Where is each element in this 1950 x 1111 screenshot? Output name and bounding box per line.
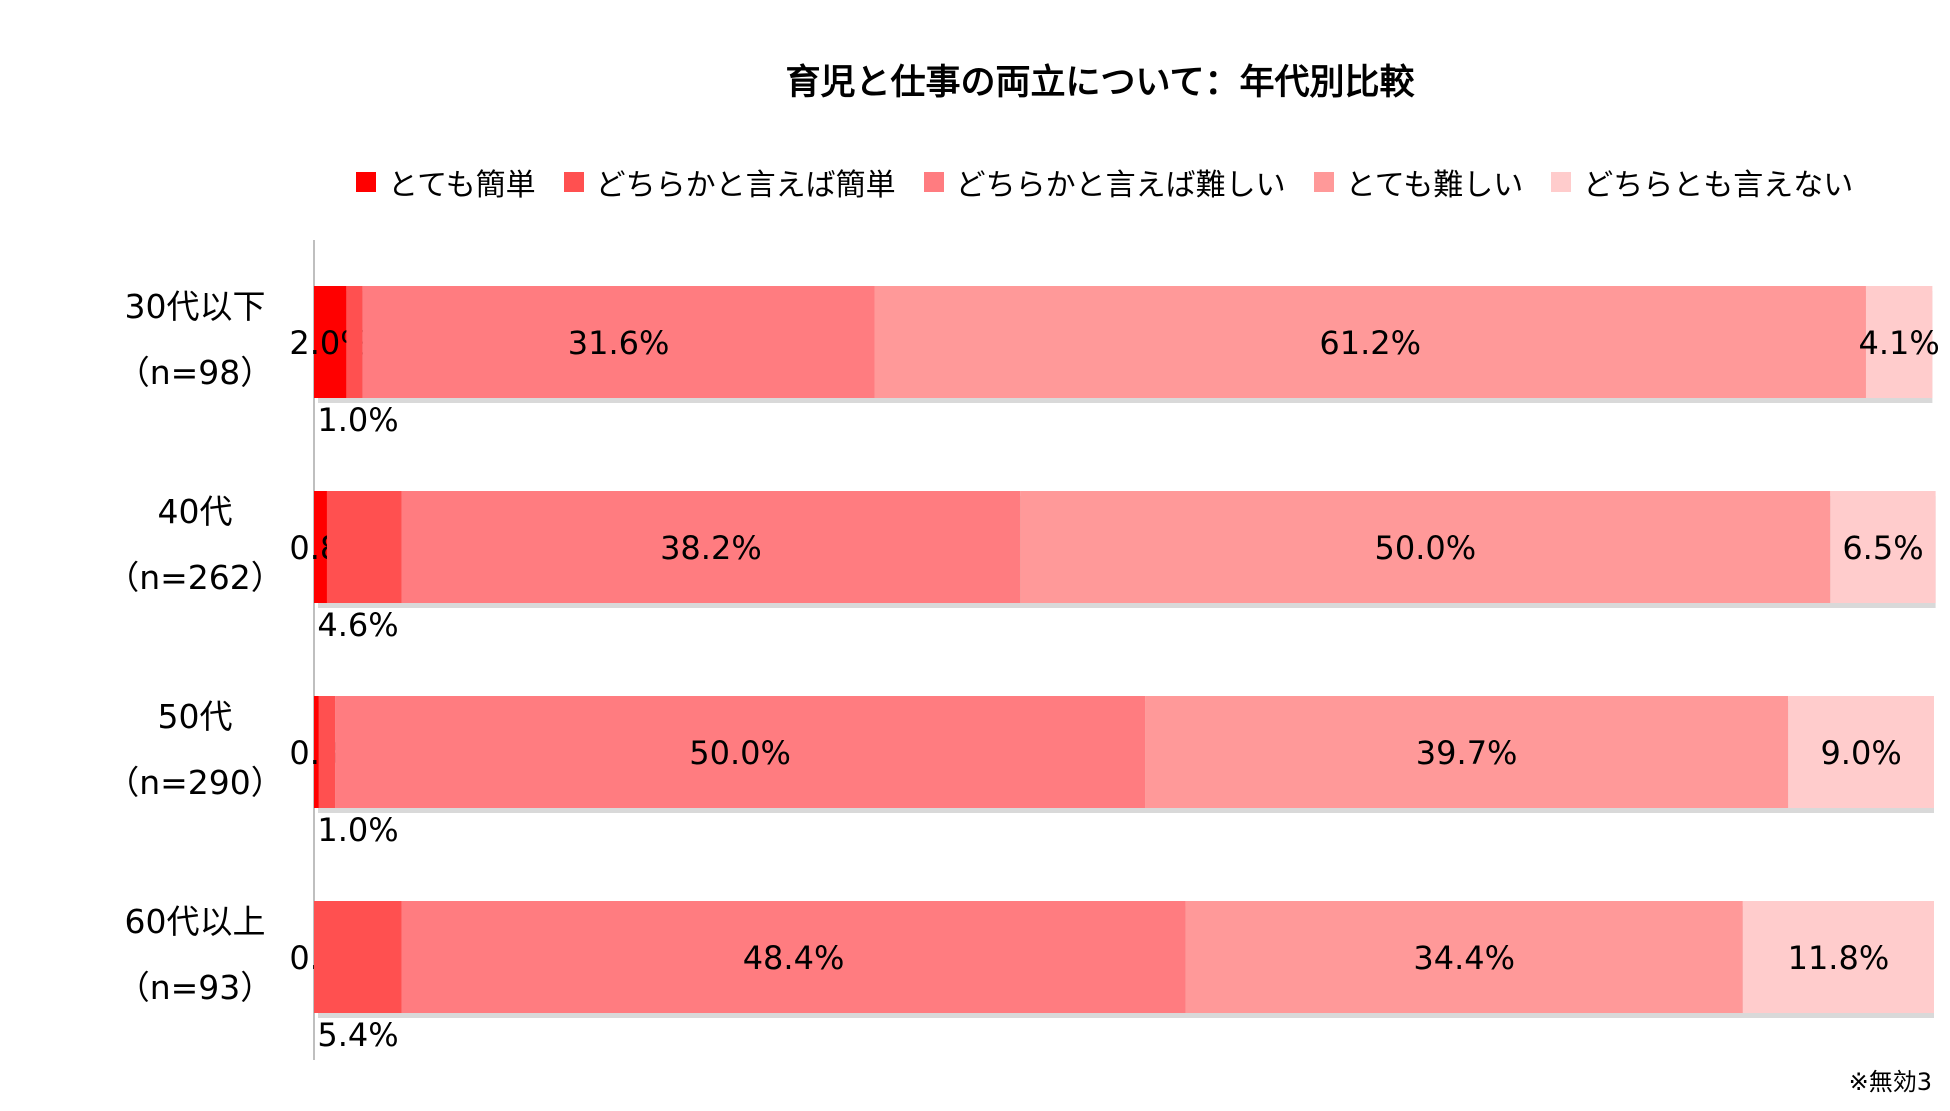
category-label: （n=93）: [117, 968, 274, 1007]
category-label: 40代: [158, 492, 233, 531]
data-label: 31.6%: [568, 324, 670, 362]
category-label: （n=98）: [117, 353, 274, 392]
bar-segment: [318, 696, 336, 808]
chart-title: 育児と仕事の両立について：年代別比較: [785, 63, 1415, 103]
bar-segment: [1742, 901, 1934, 1013]
bar-segment: [1020, 491, 1831, 603]
legend-item: とても簡単: [356, 160, 536, 204]
bar-segment: [874, 286, 1866, 398]
bar-segment: [1788, 696, 1934, 808]
data-label: 4.6%: [317, 606, 398, 644]
footnote: ※無効3: [1848, 1068, 1932, 1096]
data-label: 38.2%: [660, 529, 762, 567]
legend-swatch: [1551, 172, 1572, 192]
legend-swatch: [563, 172, 584, 192]
legend-item: とても難しい: [1313, 160, 1524, 204]
bar-segment: [314, 901, 402, 1013]
legend: とても簡単 どちらかと言えば簡単 どちらかと言えば難しい とても難しい どちらとも言えな…: [356, 160, 1881, 204]
legend-item: どちらかと言えば難しい: [923, 160, 1286, 204]
data-label: 1.0%: [317, 401, 398, 439]
bar-segment: [401, 901, 1186, 1013]
category-label: 50代: [158, 697, 233, 736]
bar-segment: [1830, 491, 1936, 603]
legend-swatch: [356, 172, 376, 192]
category-label: （n=290）: [106, 763, 284, 802]
legend-label: とても簡単: [388, 168, 536, 203]
data-label: 48.4%: [743, 939, 845, 977]
bar-segment: [326, 491, 402, 603]
category-label: （n=262）: [106, 558, 284, 597]
data-label: 9.0%: [1820, 734, 1901, 772]
category-label: 30代以下: [125, 287, 266, 326]
bar-segment: [362, 286, 875, 398]
data-label: 5.4%: [317, 1016, 398, 1054]
legend-item: どちらとも言えない: [1551, 160, 1853, 204]
data-label: 39.7%: [1416, 734, 1518, 772]
legend-item: どちらかと言えば簡単: [563, 160, 896, 204]
bar-segment: [1145, 696, 1789, 808]
bar-segment: [401, 491, 1021, 603]
legend-label: どちらかと言えば難しい: [955, 168, 1286, 203]
data-label: 11.8%: [1788, 939, 1890, 977]
legend-label: どちらとも言えない: [1583, 168, 1854, 203]
bar-segment: [1865, 286, 1933, 398]
bar-segment: [346, 286, 363, 398]
data-label: 61.2%: [1319, 324, 1421, 362]
legend-label: どちらかと言えば簡単: [595, 168, 896, 203]
bar-segment: [314, 491, 327, 603]
legend-swatch: [1313, 172, 1334, 192]
data-label: 4.1%: [1859, 324, 1940, 362]
data-label: 1.0%: [317, 811, 398, 849]
bar-segment: [314, 286, 347, 398]
data-label: 34.4%: [1413, 939, 1515, 977]
bar-segment: [335, 696, 1146, 808]
legend-label: とても難しい: [1345, 168, 1524, 203]
data-label: 50.0%: [689, 734, 791, 772]
data-label: 50.0%: [1374, 529, 1476, 567]
data-label: 6.5%: [1842, 529, 1923, 567]
bar-segment: [1185, 901, 1743, 1013]
legend-swatch: [923, 172, 944, 192]
bar-segment: [314, 696, 319, 808]
category-label: 60代以上: [125, 902, 266, 941]
